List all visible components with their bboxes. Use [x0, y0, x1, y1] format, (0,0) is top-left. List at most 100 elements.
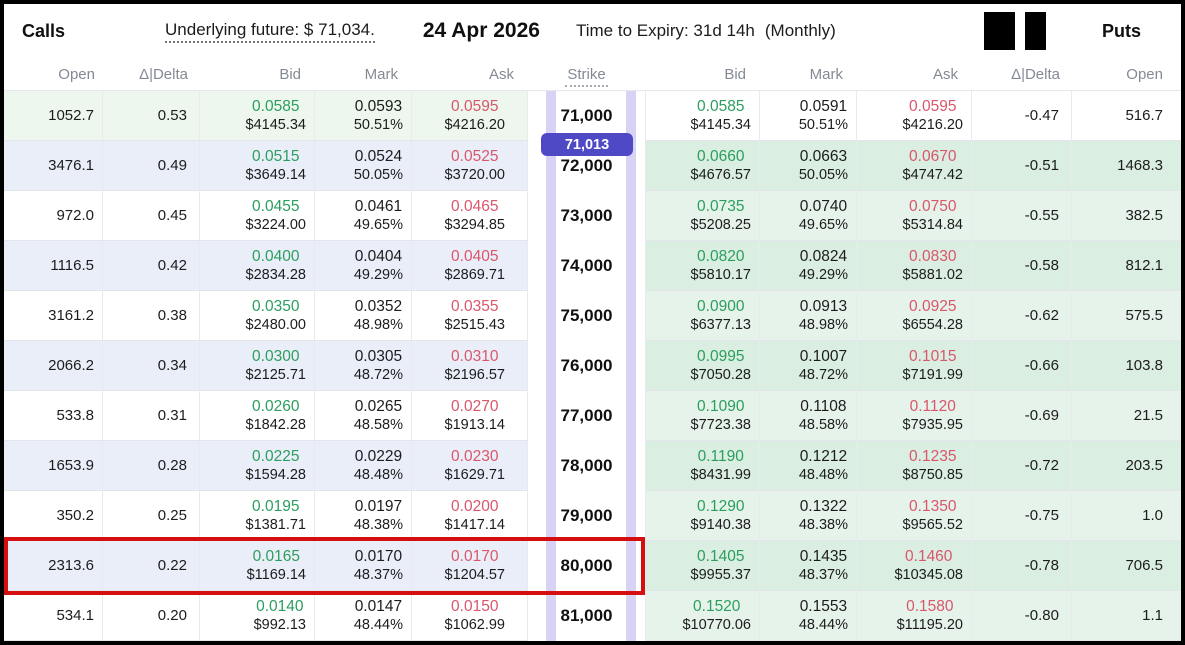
- call-mark-cell[interactable]: 0.0404 49.29%: [315, 241, 412, 291]
- call-bid-cell[interactable]: 0.0350 $2480.00: [200, 291, 315, 341]
- put-open-value: 516.7: [1125, 107, 1163, 124]
- put-mark-cell[interactable]: 0.0824 49.29%: [760, 241, 857, 291]
- option-row-77,000: 533.8 0.31 0.0260 $1842.28 0.0265 48.58%…: [4, 391, 1181, 441]
- call-bid-cell[interactable]: 0.0140 $992.13: [200, 591, 315, 641]
- call-ask-usd: $1062.99: [444, 617, 505, 634]
- call-mark-cell[interactable]: 0.0197 48.38%: [315, 491, 412, 541]
- put-open-cell: 103.8: [1072, 341, 1181, 391]
- put-bid-cell[interactable]: 0.0820 $5810.17: [645, 241, 760, 291]
- put-delta-value: -0.47: [1024, 107, 1059, 124]
- put-mark-iv: 49.29%: [798, 267, 848, 284]
- call-bid-cell[interactable]: 0.0515 $3649.14: [200, 141, 315, 191]
- call-bid-cell[interactable]: 0.0165 $1169.14: [200, 541, 315, 591]
- put-ask-cell[interactable]: 0.0670 $4747.42: [857, 141, 972, 191]
- put-mark-cell[interactable]: 0.1007 48.72%: [760, 341, 857, 391]
- call-mark-price: 0.0524: [354, 147, 403, 165]
- call-bid-cell[interactable]: 0.0400 $2834.28: [200, 241, 315, 291]
- put-ask-cell[interactable]: 0.1460 $10345.08: [857, 541, 972, 591]
- call-open-value: 533.8: [56, 407, 94, 424]
- call-ask-cell[interactable]: 0.0405 $2869.71: [412, 241, 528, 291]
- call-mark-cell[interactable]: 0.0305 48.72%: [315, 341, 412, 391]
- strike-value: 76,000: [560, 356, 613, 375]
- put-bid-cell[interactable]: 0.0585 $4145.34: [645, 91, 760, 141]
- put-delta-cell: -0.62: [972, 291, 1072, 341]
- call-ask-cell[interactable]: 0.0170 $1204.57: [412, 541, 528, 591]
- put-ask-cell[interactable]: 0.1580 $11195.20: [857, 591, 972, 641]
- put-bid-cell[interactable]: 0.0660 $4676.57: [645, 141, 760, 191]
- col-strike[interactable]: Strike: [528, 65, 645, 87]
- put-mark-price: 0.0740: [799, 197, 848, 215]
- call-ask-price: 0.0525: [451, 147, 499, 165]
- put-open-value: 21.5: [1133, 407, 1163, 424]
- put-bid-cell[interactable]: 0.1090 $7723.38: [645, 391, 760, 441]
- redacted-icon-2[interactable]: [1024, 12, 1046, 50]
- put-ask-cell[interactable]: 0.0925 $6554.28: [857, 291, 972, 341]
- call-bid-cell[interactable]: 0.0585 $4145.34: [200, 91, 315, 141]
- put-bid-cell[interactable]: 0.1290 $9140.38: [645, 491, 760, 541]
- redacted-icon-1[interactable]: [983, 12, 1015, 50]
- put-bid-cell[interactable]: 0.0900 $6377.13: [645, 291, 760, 341]
- put-bid-price: 0.0900: [697, 297, 745, 315]
- call-mark-cell[interactable]: 0.0593 50.51%: [315, 91, 412, 141]
- call-mark-cell[interactable]: 0.0229 48.48%: [315, 441, 412, 491]
- put-mark-price: 0.0591: [799, 97, 848, 115]
- call-ask-cell[interactable]: 0.0525 $3720.00: [412, 141, 528, 191]
- put-bid-cell[interactable]: 0.0735 $5208.25: [645, 191, 760, 241]
- put-delta-cell: -0.80: [972, 591, 1072, 641]
- put-bid-cell[interactable]: 0.0995 $7050.28: [645, 341, 760, 391]
- put-ask-cell[interactable]: 0.1235 $8750.85: [857, 441, 972, 491]
- call-bid-cell[interactable]: 0.0455 $3224.00: [200, 191, 315, 241]
- call-ask-cell[interactable]: 0.0355 $2515.43: [412, 291, 528, 341]
- put-mark-cell[interactable]: 0.1322 48.38%: [760, 491, 857, 541]
- call-bid-cell[interactable]: 0.0225 $1594.28: [200, 441, 315, 491]
- call-ask-usd: $3294.85: [444, 217, 505, 234]
- put-bid-price: 0.1190: [697, 447, 744, 465]
- col-put-bid: Bid: [724, 65, 746, 83]
- call-ask-price: 0.0595: [451, 97, 499, 115]
- put-mark-cell[interactable]: 0.1108 48.58%: [760, 391, 857, 441]
- put-ask-cell[interactable]: 0.0750 $5314.84: [857, 191, 972, 241]
- call-delta-cell: 0.53: [103, 91, 200, 141]
- call-ask-cell[interactable]: 0.0595 $4216.20: [412, 91, 528, 141]
- call-mark-cell[interactable]: 0.0170 48.37%: [315, 541, 412, 591]
- underlying-future-price[interactable]: Underlying future: $ 71,034.: [165, 20, 375, 43]
- put-mark-cell[interactable]: 0.0913 48.98%: [760, 291, 857, 341]
- put-ask-cell[interactable]: 0.0830 $5881.02: [857, 241, 972, 291]
- call-mark-cell[interactable]: 0.0524 50.05%: [315, 141, 412, 191]
- put-mark-cell[interactable]: 0.1212 48.48%: [760, 441, 857, 491]
- call-mark-cell[interactable]: 0.0265 48.58%: [315, 391, 412, 441]
- put-mark-cell[interactable]: 0.0591 50.51%: [760, 91, 857, 141]
- call-bid-cell[interactable]: 0.0300 $2125.71: [200, 341, 315, 391]
- call-ask-cell[interactable]: 0.0150 $1062.99: [412, 591, 528, 641]
- put-ask-usd: $10345.08: [894, 567, 963, 584]
- put-bid-cell[interactable]: 0.1405 $9955.37: [645, 541, 760, 591]
- call-ask-cell[interactable]: 0.0310 $2196.57: [412, 341, 528, 391]
- strike-value: 73,000: [560, 206, 613, 225]
- put-mark-cell[interactable]: 0.1553 48.44%: [760, 591, 857, 641]
- put-bid-price: 0.0820: [697, 247, 745, 265]
- option-row-74,000: 1116.5 0.42 0.0400 $2834.28 0.0404 49.29…: [4, 241, 1181, 291]
- call-bid-cell[interactable]: 0.0195 $1381.71: [200, 491, 315, 541]
- call-ask-cell[interactable]: 0.0200 $1417.14: [412, 491, 528, 541]
- call-ask-cell[interactable]: 0.0230 $1629.71: [412, 441, 528, 491]
- options-table: 1052.7 0.53 0.0585 $4145.34 0.0593 50.51…: [4, 91, 1181, 641]
- call-delta-value: 0.31: [157, 407, 187, 424]
- put-ask-cell[interactable]: 0.1015 $7191.99: [857, 341, 972, 391]
- put-ask-cell[interactable]: 0.0595 $4216.20: [857, 91, 972, 141]
- strike-value: 81,000: [560, 606, 613, 625]
- put-bid-cell[interactable]: 0.1190 $8431.99: [645, 441, 760, 491]
- call-ask-cell[interactable]: 0.0465 $3294.85: [412, 191, 528, 241]
- col-strike-label: Strike: [565, 65, 608, 87]
- put-mark-cell[interactable]: 0.0740 49.65%: [760, 191, 857, 241]
- call-ask-cell[interactable]: 0.0270 $1913.14: [412, 391, 528, 441]
- put-mark-cell[interactable]: 0.0663 50.05%: [760, 141, 857, 191]
- put-bid-cell[interactable]: 0.1520 $10770.06: [645, 591, 760, 641]
- call-mark-cell[interactable]: 0.0147 48.44%: [315, 591, 412, 641]
- call-mark-cell[interactable]: 0.0352 48.98%: [315, 291, 412, 341]
- put-mark-cell[interactable]: 0.1435 48.37%: [760, 541, 857, 591]
- put-ask-cell[interactable]: 0.1350 $9565.52: [857, 491, 972, 541]
- put-ask-cell[interactable]: 0.1120 $7935.95: [857, 391, 972, 441]
- call-mark-iv: 48.48%: [353, 467, 403, 484]
- call-bid-cell[interactable]: 0.0260 $1842.28: [200, 391, 315, 441]
- call-mark-cell[interactable]: 0.0461 49.65%: [315, 191, 412, 241]
